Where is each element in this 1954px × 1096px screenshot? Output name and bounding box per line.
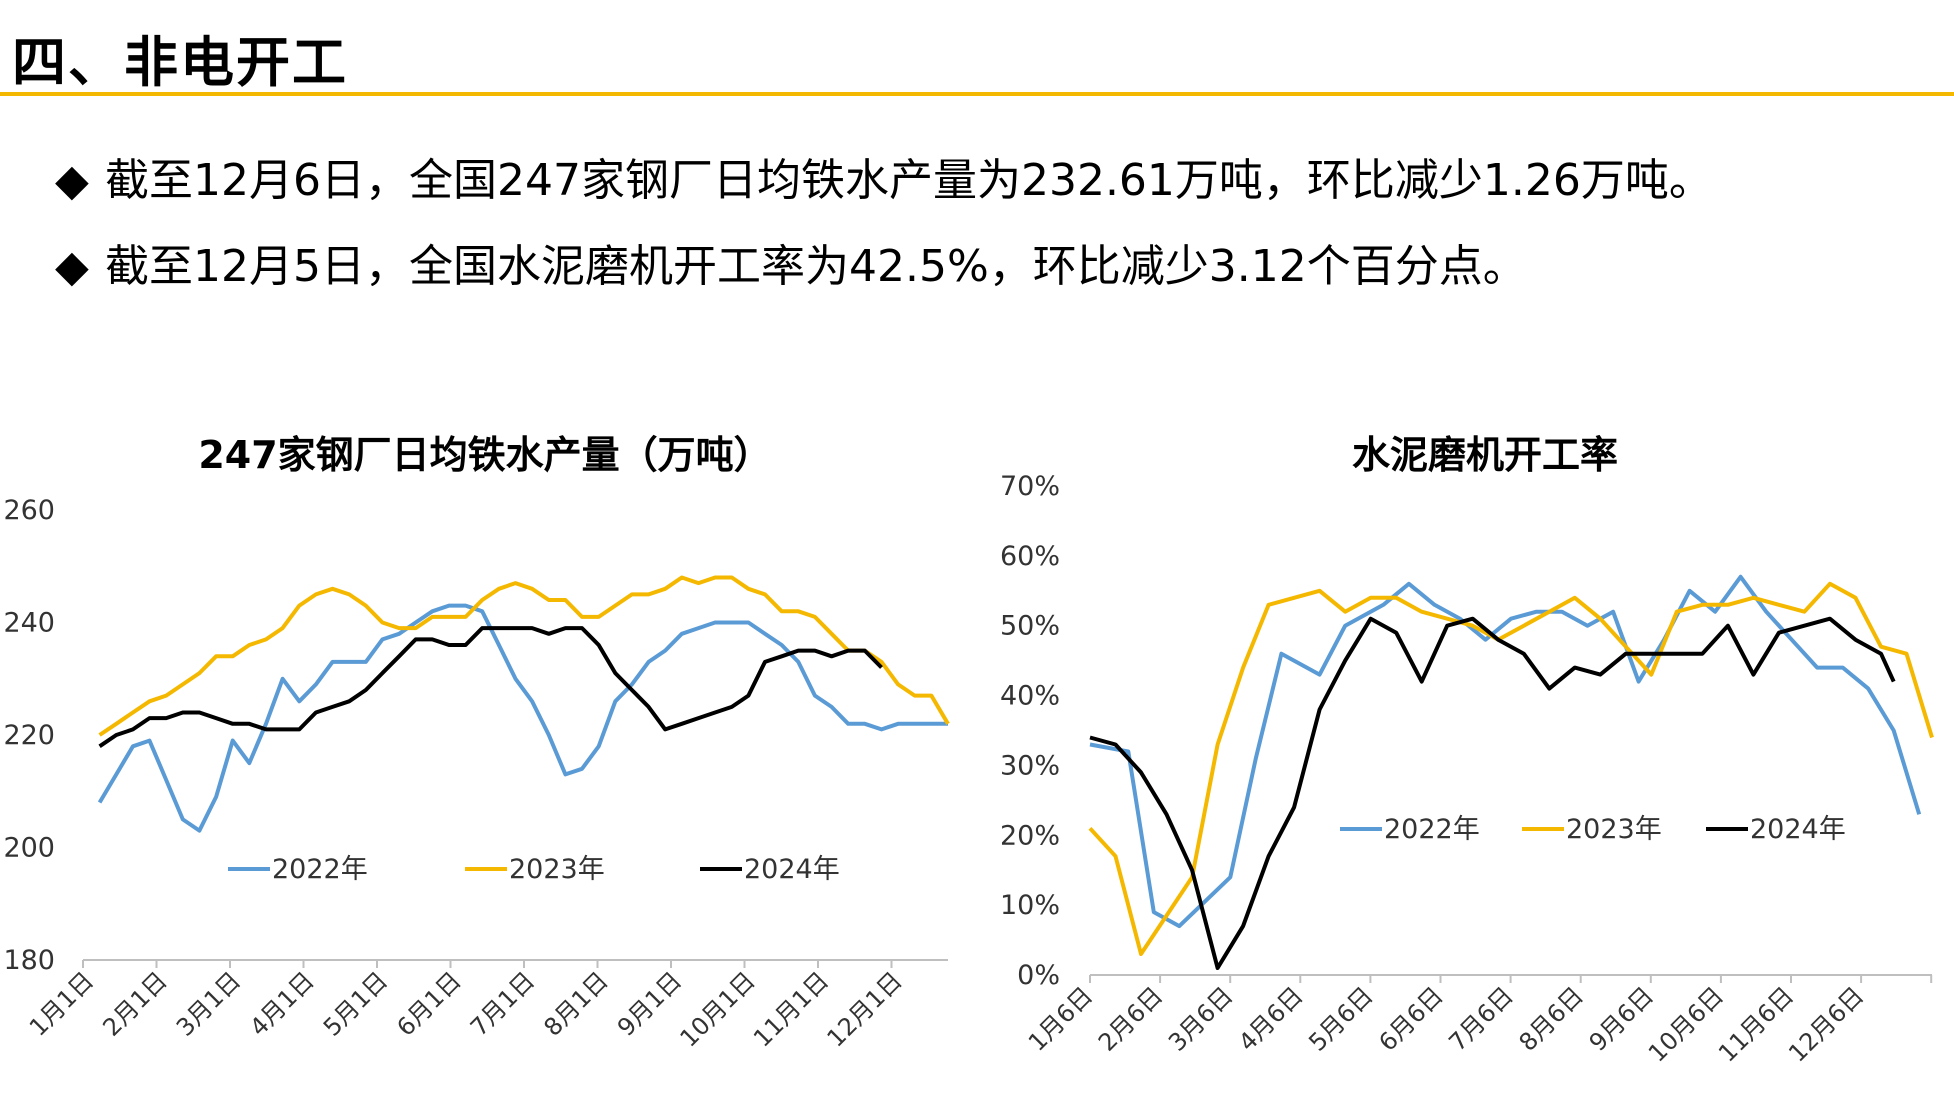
y-tick-label: 240 <box>3 608 55 639</box>
legend-label: 2024年 <box>1750 814 1846 845</box>
x-tick-label: 1月1日 <box>24 966 99 1041</box>
y-tick-label: 60% <box>1000 541 1060 572</box>
bullet-list: ◆ 截至12月6日，全国247家钢厂日均铁水产量为232.61万吨，环比减少1.2… <box>55 138 1713 310</box>
diamond-bullet-icon: ◆ <box>55 155 89 206</box>
y-tick-label: 0% <box>1017 960 1060 991</box>
legend-label: 2023年 <box>1566 814 1662 845</box>
y-tick-label: 20% <box>1000 820 1060 851</box>
x-tick-label: 3月1日 <box>171 966 246 1041</box>
x-tick-label: 2月6日 <box>1093 981 1168 1056</box>
x-tick-label: 12月6日 <box>1783 981 1869 1067</box>
y-tick-label: 70% <box>1000 471 1060 502</box>
bullet-text: 截至12月5日，全国水泥磨机开工率为42.5%，环比减少3.12个百分点。 <box>105 241 1527 292</box>
series-line <box>98 626 883 748</box>
x-tick-label: 8月6日 <box>1514 981 1589 1056</box>
x-tick-label: 7月1日 <box>465 966 540 1041</box>
diamond-bullet-icon: ◆ <box>55 241 89 292</box>
x-tick-label: 11月1日 <box>748 966 834 1052</box>
x-tick-label: 12月1日 <box>822 966 908 1052</box>
y-tick-label: 40% <box>1000 681 1060 712</box>
x-tick-label: 11月6日 <box>1713 981 1799 1067</box>
chart-title: 水泥磨机开工率 <box>1352 433 1618 477</box>
x-tick-label: 8月1日 <box>538 966 613 1041</box>
y-tick-label: 30% <box>1000 750 1060 781</box>
x-tick-label: 10月6日 <box>1643 981 1729 1067</box>
bullet-text: 截至12月6日，全国247家钢厂日均铁水产量为232.61万吨，环比减少1.26… <box>105 155 1713 206</box>
y-tick-label: 260 <box>3 495 55 526</box>
x-tick-label: 4月6日 <box>1233 981 1308 1056</box>
x-tick-label: 6月1日 <box>391 966 466 1041</box>
legend-label: 2022年 <box>1384 814 1480 845</box>
series-line <box>98 575 950 737</box>
legend-label: 2022年 <box>272 854 368 885</box>
series-line <box>1088 581 1934 956</box>
y-tick-label: 10% <box>1000 890 1060 921</box>
chart-title: 247家钢厂日均铁水产量（万吨） <box>198 433 771 477</box>
x-tick-label: 2月1日 <box>97 966 172 1041</box>
x-tick-label: 6月6日 <box>1373 981 1448 1056</box>
y-tick-label: 50% <box>1000 611 1060 642</box>
legend-label: 2024年 <box>744 854 840 885</box>
series-line <box>97 603 948 833</box>
x-tick-label: 4月1日 <box>244 966 319 1041</box>
bullet-iron-output: ◆ 截至12月6日，全国247家钢厂日均铁水产量为232.61万吨，环比减少1.2… <box>55 138 1713 224</box>
legend-label: 2023年 <box>509 854 605 885</box>
title-rule <box>0 92 1954 96</box>
y-tick-label: 180 <box>3 945 55 976</box>
x-tick-label: 3月6日 <box>1163 981 1238 1056</box>
x-tick-label: 1月6日 <box>1023 981 1098 1056</box>
x-tick-label: 10月1日 <box>675 966 761 1052</box>
x-tick-label: 7月6日 <box>1444 981 1519 1056</box>
page-title: 四、非电开工 <box>12 31 348 94</box>
x-tick-label: 5月1日 <box>318 966 393 1041</box>
bullet-cement-rate: ◆ 截至12月5日，全国水泥磨机开工率为42.5%，环比减少3.12个百分点。 <box>55 224 1713 310</box>
series-line <box>1089 574 1922 929</box>
x-tick-label: 5月6日 <box>1303 981 1378 1056</box>
y-tick-label: 200 <box>3 833 55 864</box>
series-line <box>1089 616 1896 970</box>
y-tick-label: 220 <box>3 720 55 751</box>
